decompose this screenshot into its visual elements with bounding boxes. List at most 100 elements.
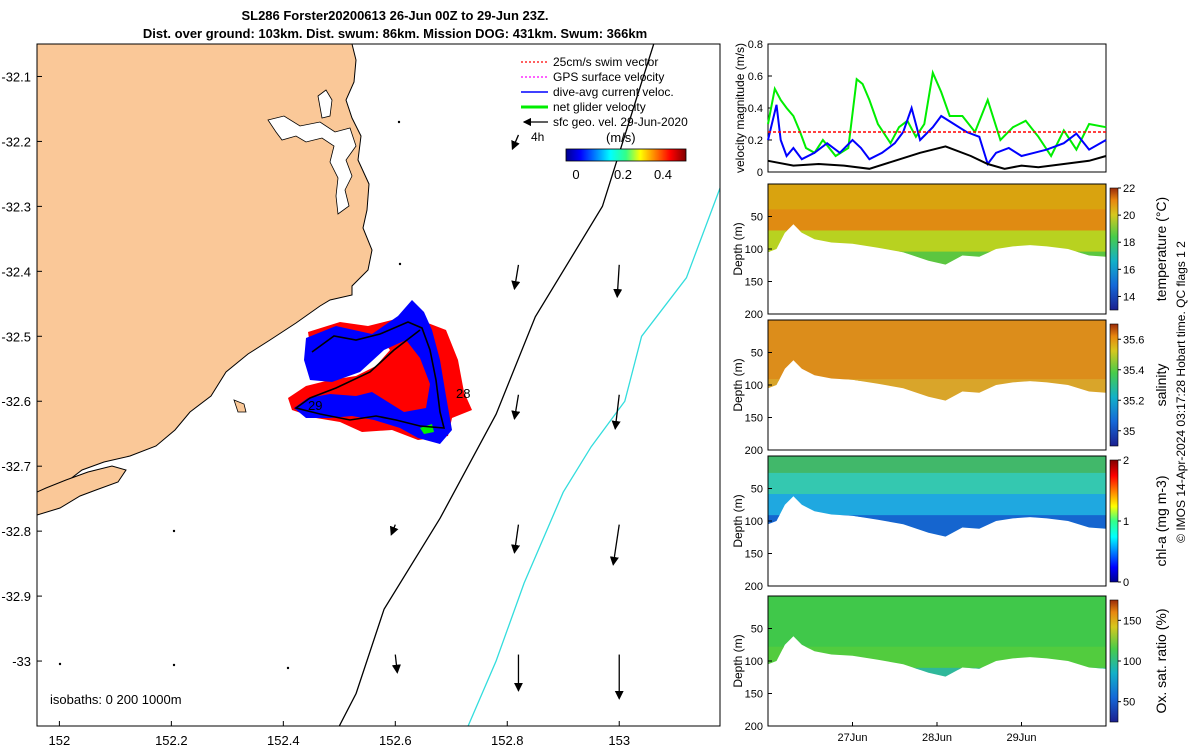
section-band: [768, 456, 1106, 475]
time-tick-label: 29Jun: [1007, 732, 1037, 744]
section-y-tick-label: 150: [745, 549, 763, 561]
section-colorbar-tick-label: 35.4: [1123, 365, 1144, 377]
section-y-tick-label: 150: [745, 277, 763, 289]
section-band: [768, 184, 1106, 212]
isobath-legend-text: isobaths: 0 200 1000m: [50, 692, 182, 707]
map-x-tick-label: 152.8: [491, 733, 524, 748]
map-x-tick-label: 152.2: [155, 733, 188, 748]
section-temperature: 50 100 150 200 Depth (m) 14 16 18 20 22 temperatur…: [731, 183, 1169, 321]
section-colorbar-label: temperature (°C): [1153, 197, 1169, 301]
map-x-tick-label: 152.6: [379, 733, 412, 748]
section-y-tick-label: 200: [745, 445, 763, 457]
speed-colorbar: [565, 148, 687, 162]
map-frame: [36, 43, 721, 727]
section-y-tick-label: 200: [745, 581, 763, 593]
map-x-axis: 152 152.2 152.4 152.6 152.8 153: [49, 721, 630, 748]
map-y-tick-label: -32.6: [1, 394, 31, 409]
section-y-tick-label: 200: [745, 309, 763, 321]
velocity-y-axis: 0 0.2 0.4 0.6 0.8: [748, 39, 772, 179]
velocity-series-line-2: [767, 145, 1107, 170]
figure-title-line2: Dist. over ground: 103km. Dist. swum: 86…: [142, 26, 648, 41]
section-colorbar: [1109, 323, 1119, 447]
legend-geo-label: sfc geo. vel. 29-Jun-2020: [553, 115, 688, 129]
map-y-tick-label: -32.9: [1, 589, 31, 604]
section-colorbar-tick-label: 20: [1123, 210, 1135, 222]
section-ylabel: Depth (m): [731, 222, 745, 275]
section-colorbar-tick-label: 150: [1123, 615, 1141, 627]
map-x-tick-label: 152.4: [267, 733, 300, 748]
time-tick-label: 28Jun: [922, 732, 952, 744]
velocity-y-tick-label: 0.2: [748, 135, 763, 147]
section-band: [768, 320, 1106, 382]
section-band: [768, 596, 1106, 649]
section-y-tick-label: 150: [745, 689, 763, 701]
section-band: [768, 209, 1106, 233]
section-colorbar-tick-label: 14: [1123, 291, 1135, 303]
section-y-tick-label: 100: [745, 656, 763, 668]
velocity-y-tick-label: 0.6: [748, 71, 763, 83]
section-colorbar-tick-label: 35.2: [1123, 395, 1144, 407]
geo-velocity-arrow: [391, 654, 401, 674]
map-y-tick-label: -32.7: [1, 459, 31, 474]
provenance-note: © IMOS 14-Apr-2024 03:17:28 Hobart time.…: [1174, 241, 1188, 543]
section-colorbar-tick-label: 50: [1123, 697, 1135, 709]
map-y-axis: -32.1 -32.2 -32.3 -32.4 -32.5 -32.6 -32.7 -32.8…: [1, 69, 42, 669]
velocity-series: [767, 69, 1107, 170]
velocity-ylabel: velocity magnitude (m/s): [733, 43, 747, 173]
geo-velocity-arrow: [613, 264, 623, 299]
velocity-y-tick-label: 0.8: [748, 39, 763, 51]
section-ylabel: Depth (m): [731, 358, 745, 411]
geo-velocity-arrow: [609, 524, 620, 566]
velocity-frame: [767, 43, 1107, 173]
section-colorbar: [1109, 187, 1119, 311]
section-y-tick-label: 50: [751, 212, 763, 224]
section-band: [768, 667, 1106, 677]
section-band: [768, 494, 1106, 518]
section-colorbar-tick-label: 35: [1123, 426, 1135, 438]
time-axis: 27Jun 28Jun 29Jun: [838, 722, 1037, 744]
estuary-water: [267, 115, 357, 215]
geo-velocity-arrow: [389, 524, 399, 536]
velocity-y-tick-label: 0.4: [748, 103, 763, 115]
map-x-tick-label: 152: [49, 733, 71, 748]
isobath-1000m: [467, 186, 720, 726]
velocity-series-line-1: [767, 104, 1107, 167]
coastline-land: [37, 44, 373, 496]
legend-net-label: net glider velocity: [553, 100, 646, 114]
section-colorbar-tick-label: 18: [1123, 237, 1135, 249]
section-colorbar-tick-label: 16: [1123, 264, 1135, 276]
map-y-tick-label: -33: [12, 654, 31, 669]
section-y-tick-label: 50: [751, 624, 763, 636]
speed-colorbar-tick-0-4: 0.4: [654, 167, 672, 182]
geo-velocity-arrows: [389, 134, 624, 700]
glider-track: 28 29: [288, 300, 472, 444]
section-colorbar-tick-label: 0: [1123, 577, 1129, 589]
section-colorbar-tick-label: 100: [1123, 656, 1141, 668]
section-colorbar-label: salinity: [1153, 364, 1169, 407]
geo-velocity-arrow: [611, 394, 621, 431]
section-ylabel: Depth (m): [731, 634, 745, 687]
map-x-tick-label: 153: [608, 733, 630, 748]
isobath-200m: [338, 44, 655, 726]
geo-velocity-arrow: [511, 264, 521, 291]
legend-gps-label: GPS surface velocity: [553, 70, 664, 84]
section-colorbar-tick-label: 35.6: [1123, 334, 1144, 346]
section-chl-a: 50 100 150 200 Depth (m) 0 1 2 chl-a (mg m-3): [731, 455, 1169, 593]
time-tick-label: 27Jun: [838, 732, 868, 744]
map-y-tick-label: -32.3: [1, 199, 31, 214]
section-y-tick-label: 50: [751, 484, 763, 496]
speed-colorbar-tick-0-2: 0.2: [614, 167, 632, 182]
map-y-tick-label: -32.2: [1, 134, 31, 149]
islands: [58, 120, 402, 670]
section-y-tick-label: 100: [745, 516, 763, 528]
section-colorbar-tick-label: 1: [1123, 516, 1129, 528]
map-y-tick-label: -32.5: [1, 329, 31, 344]
velocity-panel: 0 0.2 0.4 0.6 0.8 velocity magnitude (m/s): [733, 39, 1107, 179]
map-legend: 25cm/s swim vector GPS surface velocity …: [521, 55, 688, 182]
section-colorbar-tick-label: 2: [1123, 455, 1129, 467]
section-salinity: 50 100 150 200 Depth (m) 35 35.2 35.4 35.6 salini…: [731, 319, 1169, 457]
lake-water: [317, 89, 333, 119]
section-y-tick-label: 150: [745, 413, 763, 425]
track-day-label-28: 28: [456, 386, 470, 401]
